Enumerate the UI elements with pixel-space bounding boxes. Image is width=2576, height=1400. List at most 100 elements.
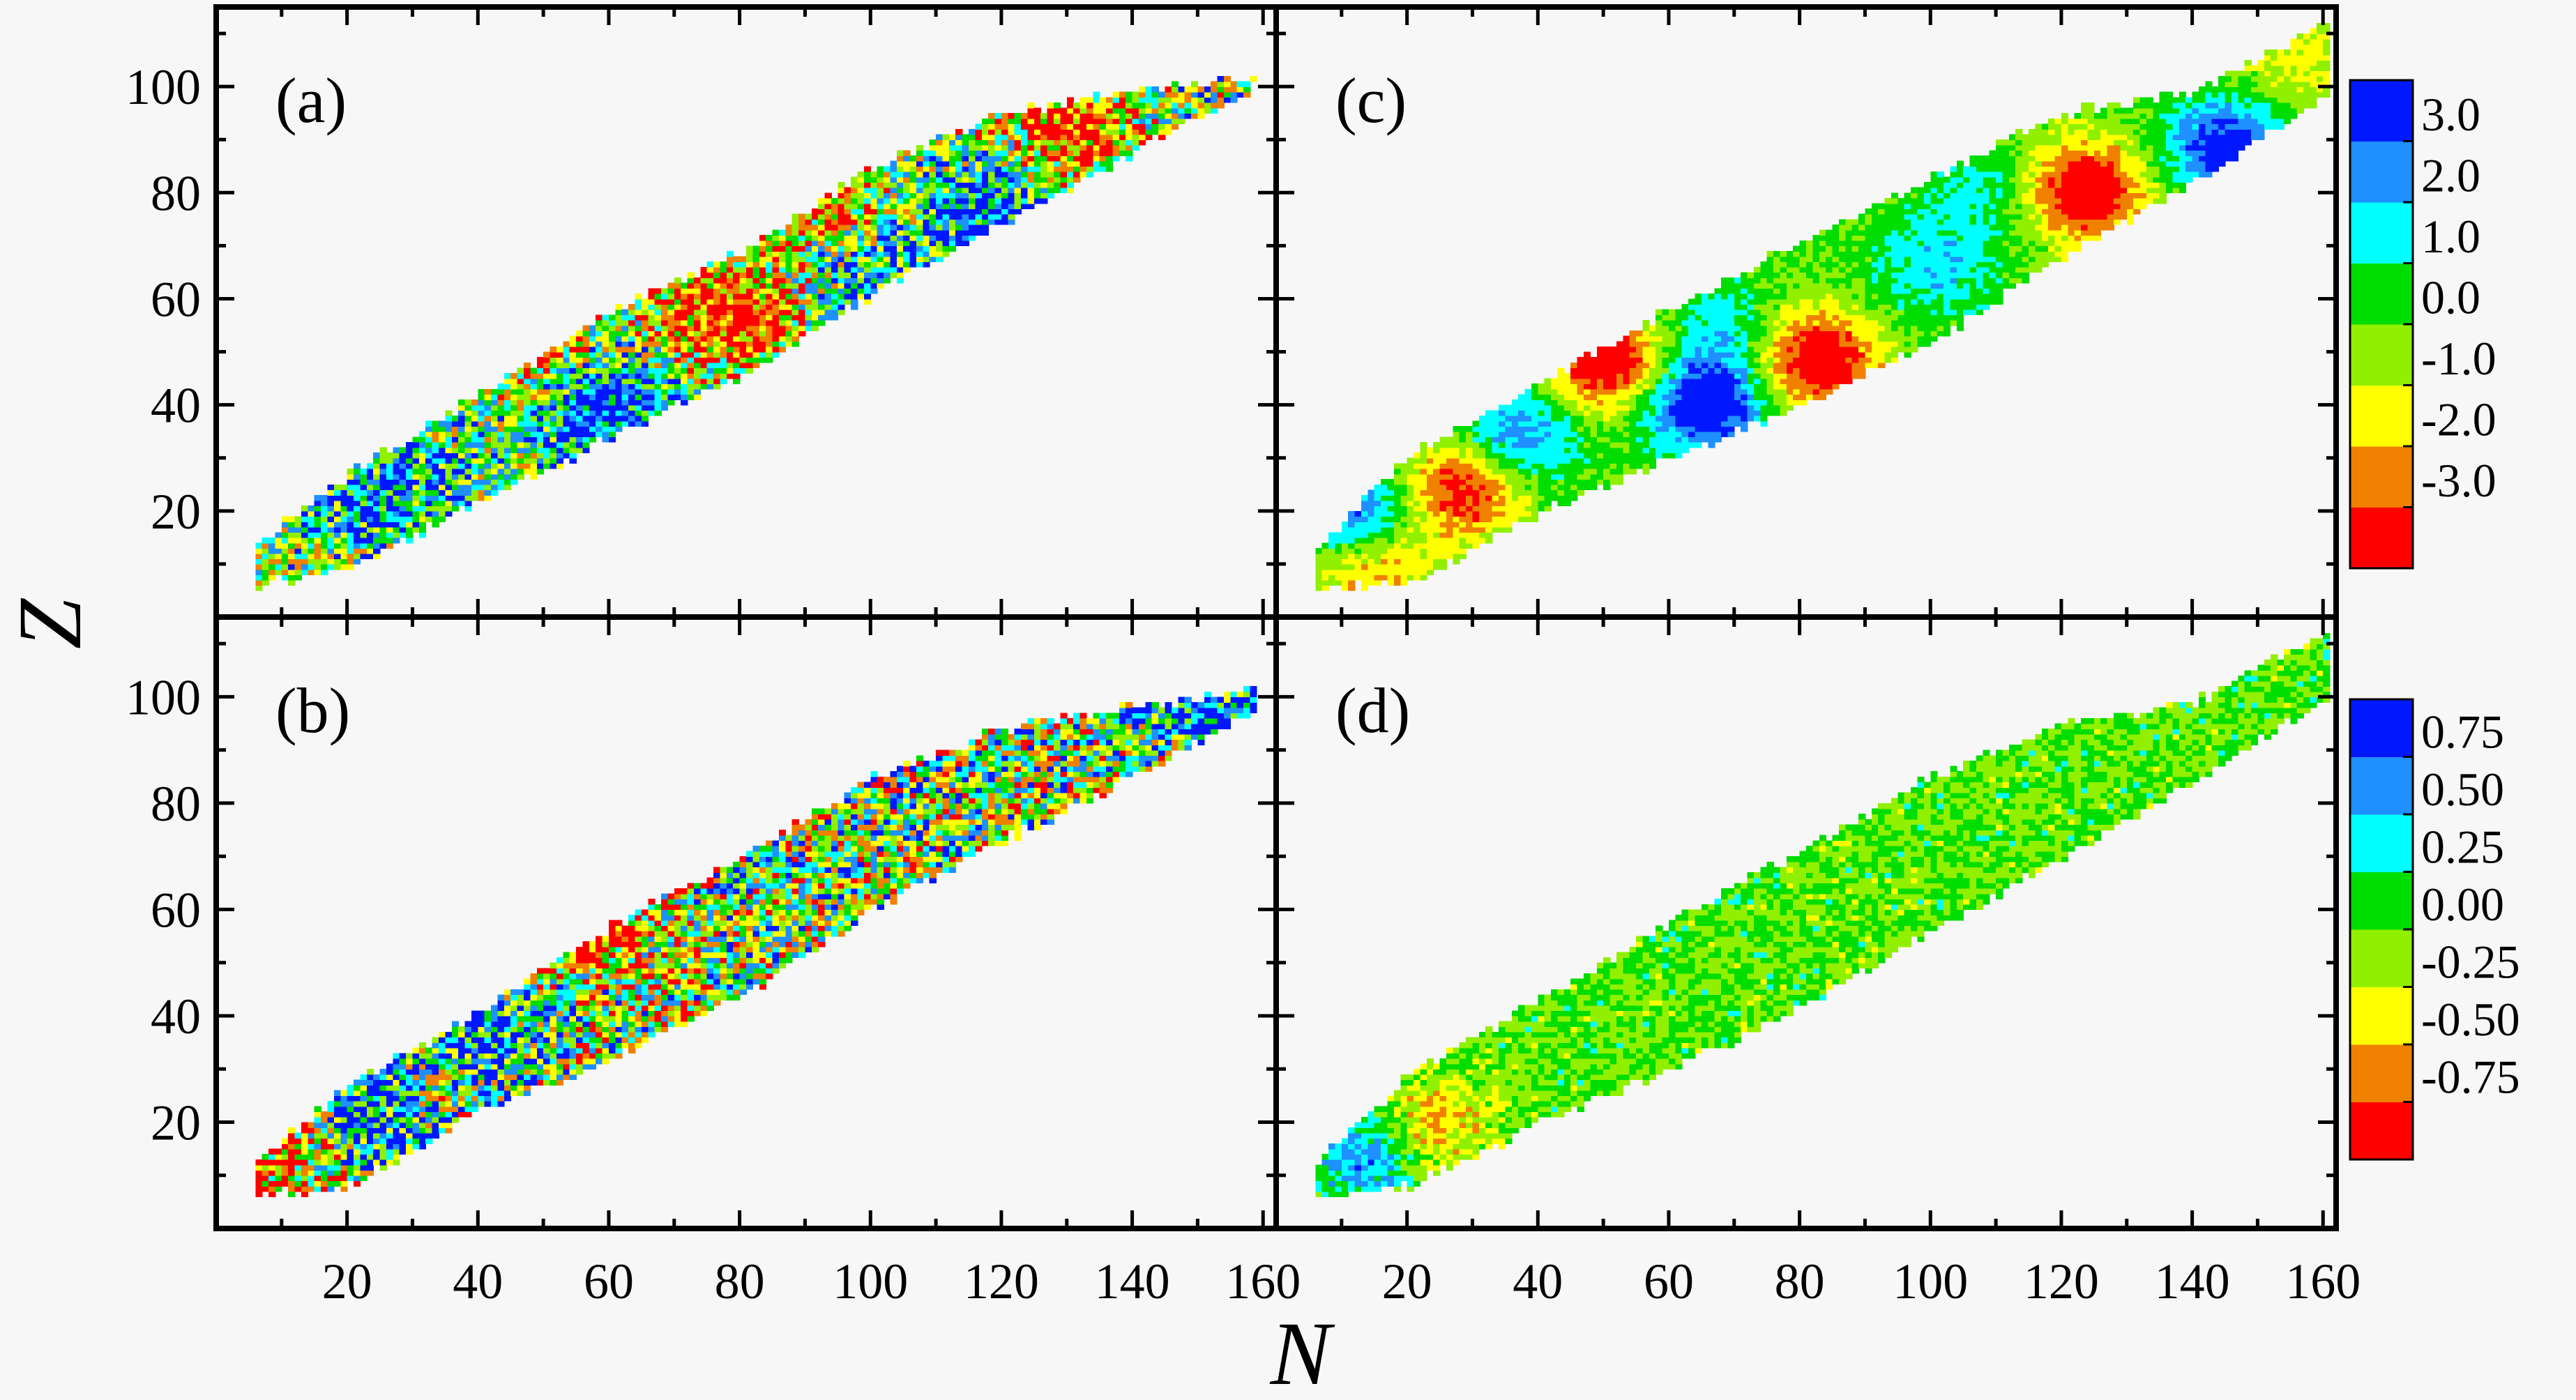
heatmap-cell — [360, 516, 368, 522]
heatmap-cell — [451, 447, 459, 453]
heatmap-cell — [406, 526, 414, 533]
heatmap-cell — [1433, 457, 1441, 464]
heatmap-cell — [831, 314, 839, 321]
heatmap-cell — [1845, 245, 1853, 252]
heatmap-cell — [412, 473, 420, 480]
heatmap-cell — [255, 585, 263, 591]
heatmap-cell — [785, 235, 793, 241]
heatmap-cell — [615, 347, 623, 353]
heatmap-cell — [1466, 537, 1473, 544]
heatmap-cell — [1426, 532, 1434, 538]
heatmap-cell — [327, 537, 335, 544]
heatmap-cell — [844, 203, 851, 209]
heatmap-cell — [491, 420, 499, 427]
heatmap-cell — [1596, 473, 1604, 480]
heatmap-cell — [576, 404, 584, 411]
heatmap-cell — [1734, 357, 1741, 363]
heatmap-cell — [360, 532, 368, 538]
heatmap-cell — [1407, 500, 1414, 506]
heatmap-cell — [399, 489, 407, 496]
heatmap-cell — [1033, 176, 1041, 183]
heatmap-cell — [628, 304, 636, 310]
heatmap-cell — [1079, 155, 1087, 162]
heatmap-cell — [1407, 489, 1414, 496]
heatmap-cell — [294, 575, 302, 581]
heatmap-cell — [1073, 129, 1081, 135]
heatmap-cell — [1662, 383, 1669, 390]
heatmap-cell — [340, 495, 348, 501]
heatmap-cell — [1603, 388, 1611, 395]
heatmap-cell — [1812, 266, 1820, 273]
heatmap-cell — [1040, 160, 1048, 167]
heatmap-cell — [739, 335, 747, 342]
heatmap-cell — [791, 277, 799, 284]
heatmap-cell — [863, 298, 872, 305]
heatmap-cell — [1538, 410, 1545, 416]
heatmap-cell — [681, 293, 688, 300]
heatmap-cell — [1623, 441, 1630, 448]
heatmap-cell — [1557, 436, 1565, 443]
heatmap-cell — [1400, 526, 1408, 533]
heatmap-cell — [1584, 394, 1591, 400]
heatmap-cell — [890, 187, 897, 194]
heatmap-cell — [1557, 500, 1565, 506]
heatmap-cell — [550, 400, 557, 406]
heatmap-cell — [1367, 532, 1375, 538]
heatmap-cell — [1191, 102, 1199, 109]
heatmap-cell — [1119, 97, 1126, 103]
heatmap-cell — [543, 420, 551, 427]
heatmap-cell — [1708, 420, 1715, 427]
heatmap-cell — [700, 314, 708, 321]
heatmap-cell — [1518, 431, 1526, 438]
heatmap-cell — [1524, 505, 1532, 512]
heatmap-cell — [1688, 378, 1696, 384]
heatmap-cell — [360, 469, 368, 475]
heatmap-cell — [1106, 134, 1114, 140]
heatmap-cell — [969, 229, 976, 236]
heatmap-cell — [439, 516, 446, 522]
heatmap-cell — [373, 516, 381, 522]
heatmap-cell — [681, 400, 688, 406]
heatmap-cell — [1851, 367, 1859, 374]
heatmap-cell — [1773, 357, 1781, 363]
heatmap-cell — [1544, 469, 1552, 475]
heatmap-cell — [281, 542, 289, 549]
heatmap-cell — [1747, 373, 1755, 379]
heatmap-cell — [1367, 522, 1375, 528]
heatmap-cell — [1649, 383, 1656, 390]
heatmap-cell — [1826, 309, 1833, 316]
heatmap-cell — [425, 505, 433, 512]
heatmap-cell — [1780, 325, 1787, 331]
heatmap-cell — [896, 155, 904, 162]
heatmap-cell — [929, 197, 937, 204]
heatmap-cell — [1420, 463, 1427, 469]
heatmap-cell — [1584, 415, 1591, 422]
heatmap-cell — [1858, 357, 1866, 363]
heatmap-cell — [1649, 325, 1656, 331]
heatmap-cell — [1714, 367, 1722, 374]
heatmap-cell — [458, 473, 466, 480]
heatmap-cell — [281, 526, 289, 533]
heatmap-cell — [1642, 347, 1650, 353]
heatmap-cell — [582, 335, 590, 342]
heatmap-cell — [831, 203, 839, 209]
heatmap-cell — [942, 187, 950, 194]
heatmap-cell — [962, 203, 969, 209]
heatmap-cell — [1584, 452, 1591, 459]
heatmap-cell — [1760, 383, 1768, 390]
heatmap-cell — [517, 431, 524, 438]
heatmap-cell — [955, 160, 963, 167]
heatmap-cell — [720, 335, 727, 342]
heatmap-cell — [884, 197, 891, 204]
heatmap-cell — [1511, 505, 1519, 512]
heatmap-cell — [1466, 436, 1473, 443]
heatmap-cell — [510, 394, 518, 400]
heatmap-cell — [1361, 542, 1369, 549]
heatmap-cell — [582, 426, 590, 432]
heatmap-cell — [733, 309, 741, 316]
heatmap-cell — [969, 182, 976, 188]
heatmap-cell — [1518, 441, 1526, 448]
heatmap-cell — [798, 298, 806, 305]
heatmap-cell — [661, 394, 669, 400]
heatmap-cell — [1760, 410, 1768, 416]
